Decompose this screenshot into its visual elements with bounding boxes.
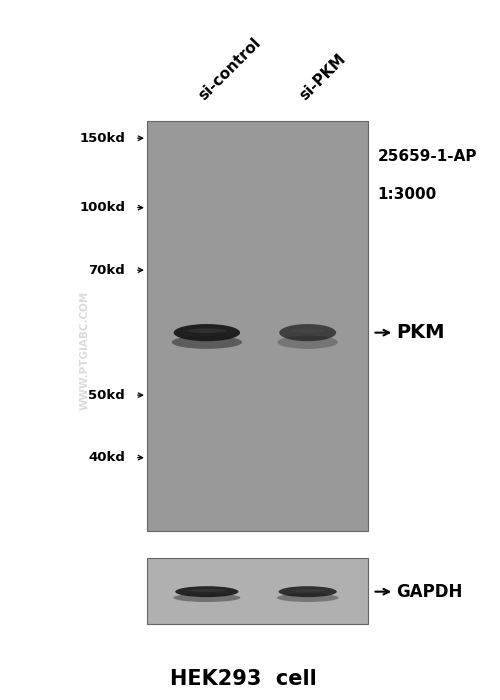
Ellipse shape xyxy=(175,586,238,597)
Text: si-control: si-control xyxy=(196,36,264,104)
Ellipse shape xyxy=(174,594,240,602)
Text: WWW.PTGIABC.COM: WWW.PTGIABC.COM xyxy=(80,290,90,410)
Bar xyxy=(147,121,368,531)
Ellipse shape xyxy=(278,586,337,597)
Bar xyxy=(147,559,368,624)
Text: 50kd: 50kd xyxy=(88,389,125,402)
Ellipse shape xyxy=(188,328,226,333)
Text: 100kd: 100kd xyxy=(79,201,125,214)
Ellipse shape xyxy=(174,324,240,341)
Ellipse shape xyxy=(290,589,325,592)
Ellipse shape xyxy=(277,594,338,602)
Text: 40kd: 40kd xyxy=(88,451,125,464)
Ellipse shape xyxy=(291,328,324,333)
Ellipse shape xyxy=(278,335,338,349)
Text: si-PKM: si-PKM xyxy=(297,52,349,104)
Text: 1:3000: 1:3000 xyxy=(378,187,436,202)
Text: 25659-1-AP: 25659-1-AP xyxy=(378,148,477,164)
Text: GAPDH: GAPDH xyxy=(396,582,463,601)
Text: HEK293  cell: HEK293 cell xyxy=(170,669,316,690)
Text: PKM: PKM xyxy=(396,323,445,342)
Ellipse shape xyxy=(279,324,336,341)
Text: 70kd: 70kd xyxy=(88,264,125,276)
Ellipse shape xyxy=(172,335,242,349)
Text: 150kd: 150kd xyxy=(80,132,125,145)
Ellipse shape xyxy=(188,589,226,592)
